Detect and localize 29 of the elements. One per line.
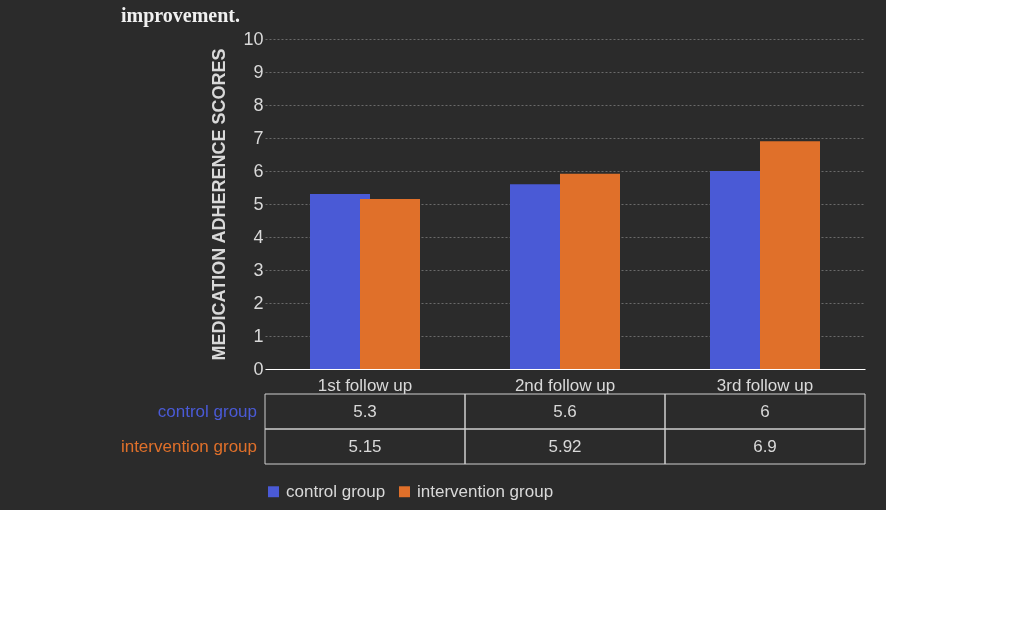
y-tick-label: 4 <box>253 226 264 247</box>
text: control group <box>157 401 257 421</box>
bar <box>560 173 620 369</box>
data-label: 5.15 <box>348 436 382 456</box>
y-tick-label: 7 <box>253 127 264 148</box>
legend-label: intervention group <box>417 481 554 501</box>
x-tick-label: 1st follow up <box>317 375 413 395</box>
y-tick-label: 10 <box>243 28 264 49</box>
y-tick-label: 5 <box>253 193 264 214</box>
data-label: 5.3 <box>353 401 377 421</box>
data-label: 6.9 <box>753 436 777 456</box>
y-axis-title: MEDICATION ADHERENCE SCORES <box>209 48 230 361</box>
y-tick-label: 9 <box>253 61 264 82</box>
y-tick-label: 3 <box>253 259 264 280</box>
data-label: 5.92 <box>548 436 582 456</box>
y-tick-label: 2 <box>253 292 264 313</box>
y-tick-label: 6 <box>253 160 264 181</box>
text: intervention group <box>120 436 257 456</box>
data-label: 6 <box>760 401 770 421</box>
y-tick-label: 8 <box>253 94 264 115</box>
y-tick-label: 1 <box>253 325 264 346</box>
legend-label: control group <box>286 481 386 501</box>
chart-title: improvement. <box>120 4 240 27</box>
x-tick-label: 3rd follow up <box>716 375 814 395</box>
data-label: 5.6 <box>553 401 577 421</box>
bar <box>760 141 820 369</box>
y-tick-label: 0 <box>253 358 264 379</box>
x-tick-label: 2nd follow up <box>514 375 616 395</box>
bar <box>360 199 420 369</box>
